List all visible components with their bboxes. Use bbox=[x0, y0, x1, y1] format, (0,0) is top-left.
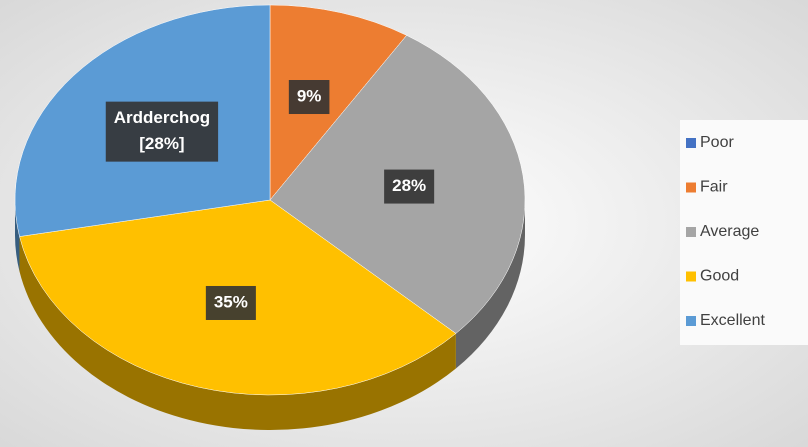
data-label-box bbox=[288, 80, 330, 115]
legend-box bbox=[680, 120, 808, 345]
legend-label: Excellent bbox=[700, 312, 765, 329]
legend-swatch bbox=[686, 182, 696, 193]
slice-side bbox=[19, 236, 456, 431]
data-label: 35% bbox=[214, 292, 248, 311]
data-label-box bbox=[105, 101, 219, 162]
legend-swatch bbox=[686, 316, 696, 326]
legend-swatch bbox=[686, 271, 696, 282]
data-label-box bbox=[205, 285, 256, 320]
pie-sides bbox=[15, 200, 525, 431]
data-label-text: 9% bbox=[297, 86, 322, 105]
legend-label: Good bbox=[700, 268, 739, 285]
legend-swatch bbox=[686, 227, 696, 237]
data-label: 9% bbox=[297, 86, 322, 105]
data-label-text: 28% bbox=[392, 176, 426, 195]
data-label: 28% bbox=[392, 176, 426, 195]
legend-swatch bbox=[686, 138, 696, 148]
data-label-text: [28%] bbox=[139, 134, 184, 153]
slice-side bbox=[15, 200, 20, 272]
slice bbox=[269, 4, 408, 201]
data-label-text: Ardderchog bbox=[114, 108, 210, 127]
data-label-box bbox=[384, 169, 435, 204]
slice-side bbox=[455, 200, 525, 369]
data-label: Ardderchog [28%] bbox=[114, 108, 210, 153]
legend-label: Poor bbox=[700, 134, 734, 151]
legend-label: Average bbox=[700, 223, 759, 240]
legend-label: Fair bbox=[700, 179, 728, 196]
data-label-text: 35% bbox=[214, 292, 248, 311]
